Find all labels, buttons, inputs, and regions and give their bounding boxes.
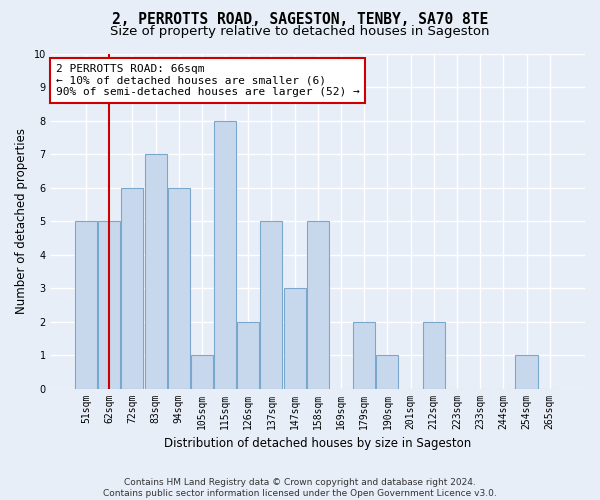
Bar [75, 222, 97, 388]
Bar [214, 121, 236, 388]
Bar [237, 322, 259, 388]
Bar [353, 322, 375, 388]
Bar [168, 188, 190, 388]
Bar [307, 222, 329, 388]
Y-axis label: Number of detached properties: Number of detached properties [15, 128, 28, 314]
Bar [376, 355, 398, 388]
Bar [423, 322, 445, 388]
Text: Size of property relative to detached houses in Sageston: Size of property relative to detached ho… [110, 25, 490, 38]
Text: Contains HM Land Registry data © Crown copyright and database right 2024.
Contai: Contains HM Land Registry data © Crown c… [103, 478, 497, 498]
Bar [515, 355, 538, 388]
X-axis label: Distribution of detached houses by size in Sageston: Distribution of detached houses by size … [164, 437, 472, 450]
Bar [121, 188, 143, 388]
Bar [284, 288, 305, 388]
Text: 2, PERROTTS ROAD, SAGESTON, TENBY, SA70 8TE: 2, PERROTTS ROAD, SAGESTON, TENBY, SA70 … [112, 12, 488, 28]
Text: 2 PERROTTS ROAD: 66sqm
← 10% of detached houses are smaller (6)
90% of semi-deta: 2 PERROTTS ROAD: 66sqm ← 10% of detached… [56, 64, 360, 97]
Bar [98, 222, 120, 388]
Bar [191, 355, 213, 388]
Bar [145, 154, 167, 388]
Bar [260, 222, 283, 388]
